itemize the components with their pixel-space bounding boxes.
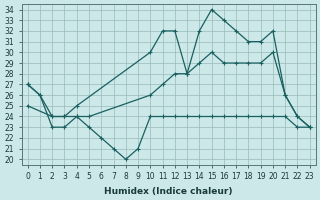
X-axis label: Humidex (Indice chaleur): Humidex (Indice chaleur) — [104, 187, 233, 196]
